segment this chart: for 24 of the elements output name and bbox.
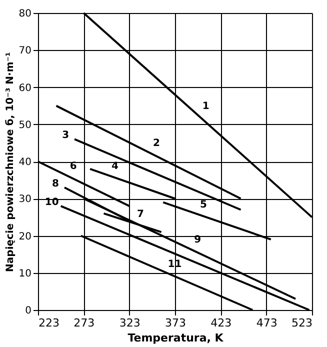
series-label: 2 [153, 138, 160, 150]
x-tick-label: 223 [38, 316, 60, 330]
y-tick-label: 10 [18, 268, 32, 280]
y-tick-label: 60 [18, 82, 32, 94]
y-tick-label: 20 [18, 231, 32, 242]
x-tick-label: 423 [210, 316, 232, 330]
x-tick-label: 323 [119, 316, 140, 330]
series-label: 3 [62, 130, 70, 142]
series-label: 5 [200, 199, 207, 210]
y-tick-label: 80 [18, 8, 32, 20]
y-axis-title: Napięcie powierzchniowe б, 10⁻³ N·m⁻¹ [4, 52, 16, 272]
x-tick-label: 273 [74, 316, 95, 330]
series-label: 7 [137, 208, 144, 220]
y-tick-label: 40 [18, 157, 32, 168]
x-tick-label: 473 [256, 316, 278, 330]
y-tick-label: 70 [18, 46, 32, 57]
y-tick-label: 50 [18, 120, 32, 131]
y-tick-label: 0 [25, 306, 32, 316]
y-tick-label: 30 [18, 194, 32, 206]
x-axis-title: Temperatura, K [128, 332, 224, 344]
x-tick-label: 523 [292, 316, 312, 330]
x-tick-label: 373 [165, 316, 186, 330]
series-label: 1 [202, 101, 210, 112]
series-label: 8 [52, 178, 60, 190]
